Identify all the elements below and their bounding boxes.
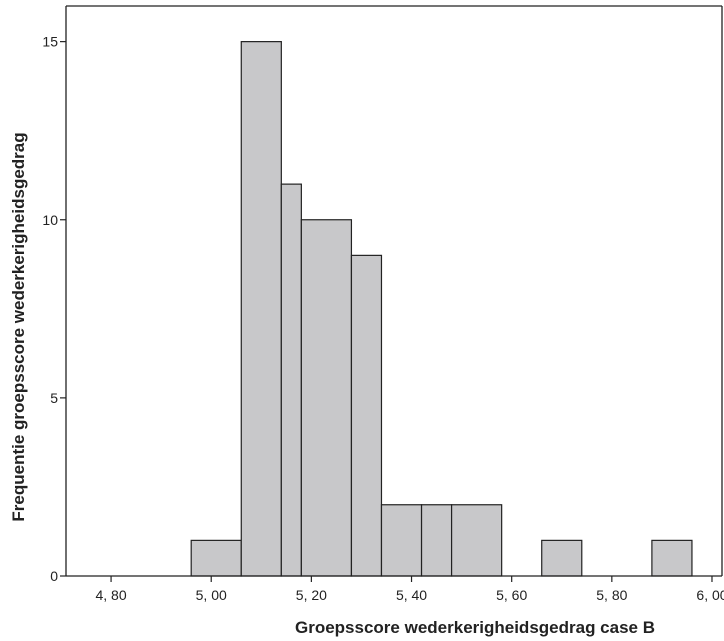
x-tick-label: 5, 00 (196, 587, 227, 603)
chart-axes (65, 5, 723, 577)
x-axis-title: Groepsscore wederkerigheidsgedrag case B (295, 618, 655, 637)
x-tick-label: 6, 00 (696, 587, 724, 603)
x-tick-label: 5, 20 (296, 587, 327, 603)
histogram-bar (280, 183, 302, 577)
x-tick-label: 5, 60 (496, 587, 527, 603)
histogram-bars (190, 41, 693, 577)
x-tick-label: 5, 40 (396, 587, 427, 603)
histogram-bar (420, 504, 453, 577)
histogram-bar (651, 539, 693, 577)
histogram-bar (541, 539, 583, 577)
y-axis-title: Frequentie groepsscore wederkerigheidsge… (9, 132, 28, 521)
y-tick-label: 5 (50, 390, 58, 406)
y-axis-ticks: 0 5 10 15 (42, 34, 66, 584)
y-tick-label: 0 (50, 568, 58, 584)
histogram-bar (350, 254, 383, 577)
histogram-bar (380, 504, 423, 577)
x-axis-ticks: 4, 80 5, 00 5, 20 5, 40 5, 60 5, 80 6, 00 (95, 576, 724, 603)
x-tick-label: 4, 80 (95, 587, 126, 603)
histogram-bar (450, 504, 503, 577)
y-tick-label: 10 (42, 212, 58, 228)
histogram-bar (240, 41, 282, 577)
histogram-bar (190, 539, 242, 577)
y-tick-label: 15 (42, 34, 58, 50)
histogram-bar (300, 219, 353, 577)
x-tick-label: 5, 80 (596, 587, 627, 603)
